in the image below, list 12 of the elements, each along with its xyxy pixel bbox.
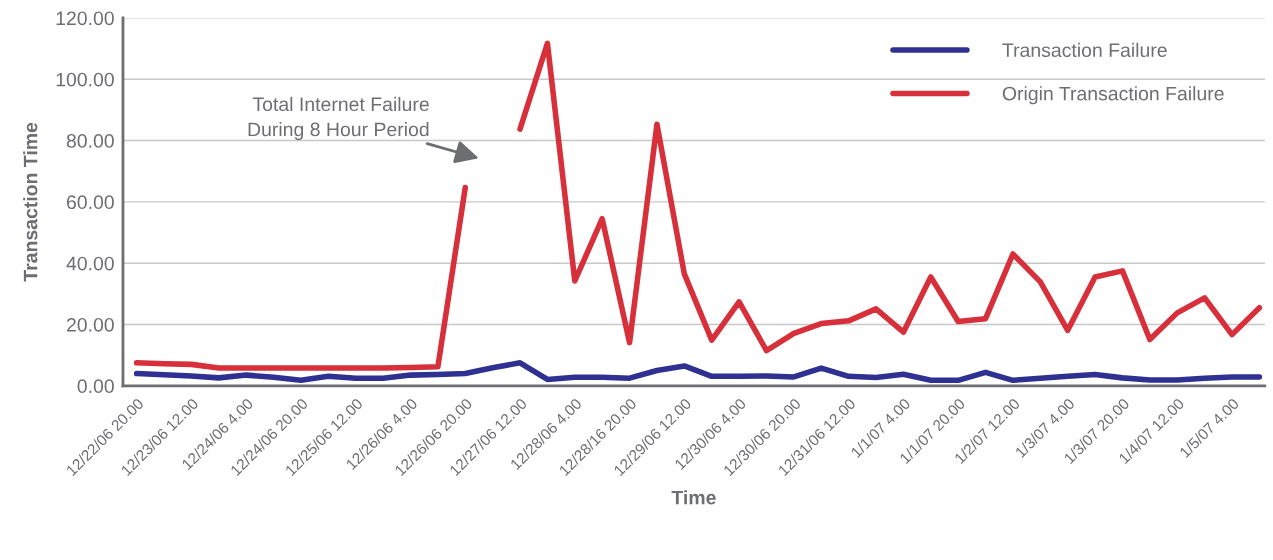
annotation: Total Internet Failure During 8 Hour Period (248, 96, 429, 141)
y-tick-label: 120.00 (56, 11, 114, 26)
legend-label: Origin Transaction Failure (1002, 86, 1224, 105)
y-tick-label: 20.00 (66, 317, 114, 332)
y-tick-label: 60.00 (66, 195, 114, 210)
y-tick-label: 0.00 (77, 379, 114, 394)
x-axis-title: Time (671, 490, 716, 505)
y-axis-title: Transaction Time (23, 122, 38, 282)
y-tick-label: 100.00 (56, 72, 114, 87)
legend-label: Transaction Failure (1002, 42, 1167, 58)
y-tick-label: 40.00 (66, 256, 114, 271)
y-tick-label: 80.00 (66, 134, 114, 148)
